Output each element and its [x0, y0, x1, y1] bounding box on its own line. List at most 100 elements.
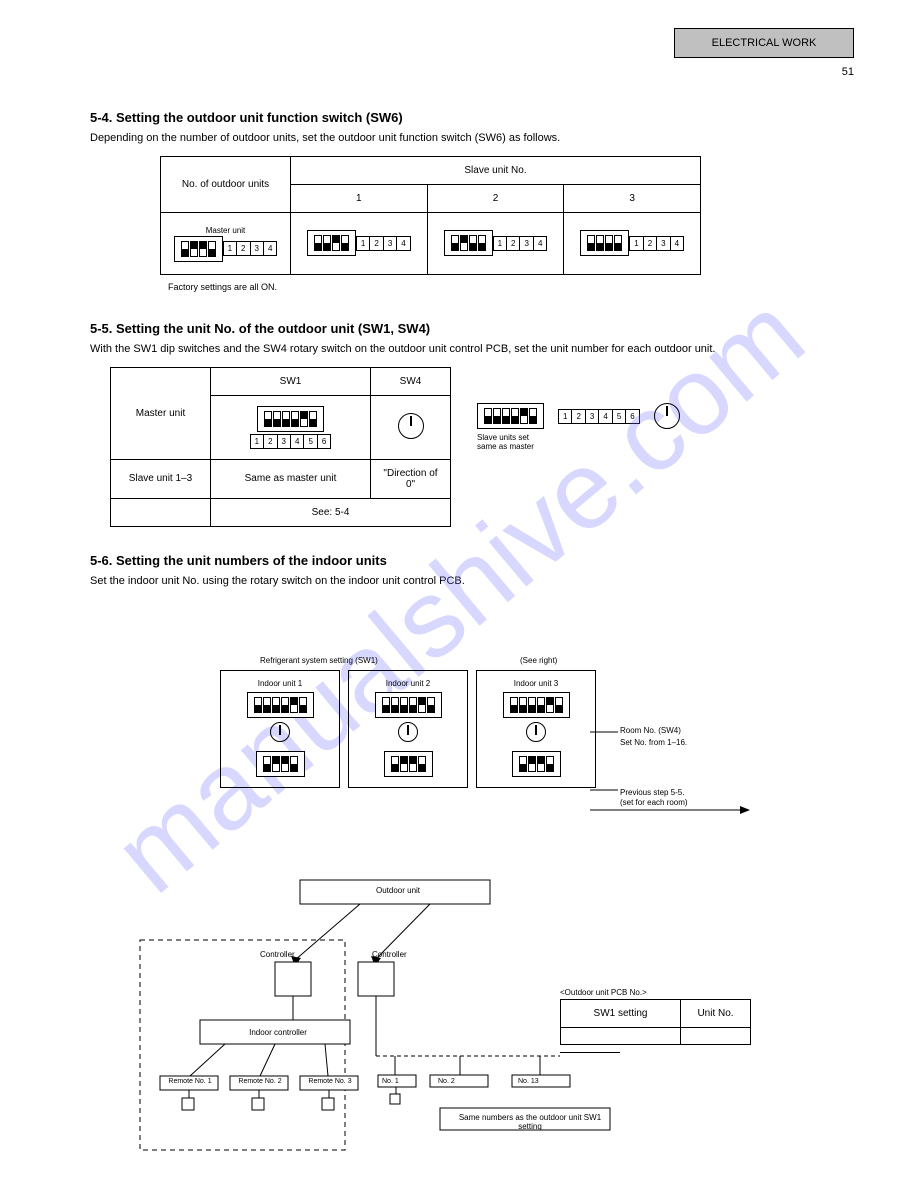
- table-row: No. of outdoor units Slave unit No.: [161, 156, 701, 184]
- cell-unitno: Unit No.: [681, 1000, 751, 1028]
- cell-dip-slave1: 1234: [291, 212, 428, 274]
- sec-5-5-body: With the SW1 dip switches and the SW4 ro…: [90, 342, 848, 357]
- rn13: No. 13: [518, 1078, 539, 1085]
- note-factory: Factory settings are all ON.: [168, 281, 848, 293]
- table-sw1-sw4: Master unit SW1 SW4 1 2 3 4 5 6 Slave un…: [110, 367, 451, 527]
- same-as-box: Same numbers as the outdoor unit SW1 set…: [448, 1113, 612, 1131]
- legend-5: 5: [304, 435, 317, 448]
- pcb-table-wrap: <Outdoor unit PCB No.> SW1 setting Unit …: [560, 988, 751, 1056]
- dip-caption: Master unit: [206, 226, 246, 235]
- cell-same-master: Same as master unit: [211, 459, 371, 498]
- indoor2-dip6: [375, 692, 442, 718]
- remote-3: Remote No. 3: [302, 1078, 358, 1085]
- indoor-card-2: Indoor unit 2: [348, 670, 468, 788]
- cell-slave-no-header: Slave unit No.: [291, 156, 701, 184]
- table-row: SW1 setting Unit No.: [561, 1000, 751, 1028]
- pcb-table: SW1 setting Unit No.: [560, 999, 751, 1045]
- refset-cap: (See right): [520, 656, 557, 665]
- rotary-knob-icon: [654, 403, 680, 429]
- legend-2: 2: [264, 435, 277, 448]
- cell-blank: [111, 498, 211, 526]
- section-header-text: ELECTRICAL WORK: [712, 37, 817, 49]
- table-row: [561, 1028, 751, 1045]
- cell-sw4-h: SW4: [371, 367, 451, 395]
- dip6-legend: 1 2 3 4 5 6: [250, 434, 332, 449]
- table-sw6: No. of outdoor units Slave unit No. 1 2 …: [160, 156, 701, 275]
- sec-5-5-title: 5-5. Setting the unit No. of the outdoor…: [90, 321, 848, 336]
- legend-6: 6: [318, 435, 330, 448]
- divider: [560, 1052, 620, 1053]
- table-row: Master unit 1234 1234 1234 1234: [161, 212, 701, 274]
- side-caption-2: same as master: [477, 442, 680, 451]
- cell-slave-2: 2: [427, 184, 564, 212]
- dip-legend: 1234: [629, 236, 684, 251]
- sec-5-4-title: 5-4. Setting the outdoor unit function s…: [90, 110, 848, 125]
- sec-5-6-body: Set the indoor unit No. using the rotary…: [90, 574, 848, 589]
- indoor-triptych: Refrigerant system setting (SW1) (See ri…: [220, 670, 760, 788]
- callout-lines-icon: [590, 720, 770, 820]
- rotary-knob-icon: [398, 413, 424, 439]
- indoor-card-3: Indoor unit 3: [476, 670, 596, 788]
- dip-legend: 123456: [558, 409, 640, 424]
- sec-5-6-title: 5-6. Setting the unit numbers of the ind…: [90, 553, 848, 568]
- indoor-3-title: Indoor unit 3: [483, 679, 589, 688]
- cell-master-unit: Master unit: [111, 367, 211, 459]
- legend-1: 1: [251, 435, 264, 448]
- rn2: No. 2: [438, 1078, 455, 1085]
- dip6-master: [257, 406, 324, 432]
- rotary-knob-icon: [398, 722, 418, 742]
- legend-4: 4: [291, 435, 304, 448]
- indoor3-dip6: [503, 692, 570, 718]
- dip-switch-slave2: [444, 230, 493, 256]
- side-example: 123456 Slave units set same as master: [477, 367, 680, 451]
- remote-1: Remote No. 1: [162, 1078, 218, 1085]
- dip-switch-slave1: [307, 230, 356, 256]
- cell-blank: [561, 1028, 681, 1045]
- side-caption-1: Slave units set: [477, 433, 680, 442]
- refset-label: Refrigerant system setting (SW1): [260, 656, 378, 665]
- page-number: 51: [842, 66, 854, 78]
- table-row: Slave unit 1–3 Same as master unit "Dire…: [111, 459, 451, 498]
- table-row: Master unit SW1 SW4: [111, 367, 451, 395]
- dip-legend: 1234: [356, 236, 411, 251]
- cell-slave-3: 3: [564, 184, 701, 212]
- section-header-box: ELECTRICAL WORK: [674, 28, 854, 58]
- indoor-2-title: Indoor unit 2: [355, 679, 461, 688]
- cell-sw1-h: SW1: [211, 367, 371, 395]
- dip-legend: 1234: [223, 241, 278, 256]
- cell-blank: [681, 1028, 751, 1045]
- cell-slave-1: 1: [291, 184, 428, 212]
- cell-sw1set: SW1 setting: [561, 1000, 681, 1028]
- outdoor-unit-label: Outdoor unit: [308, 886, 488, 895]
- rotary-knob-icon: [526, 722, 546, 742]
- cell-dip-slave3: 1234: [564, 212, 701, 274]
- indoor2-dip4: [384, 751, 433, 777]
- cell-sw1-dip: 1 2 3 4 5 6: [211, 395, 371, 459]
- indoor1-dip4: [256, 751, 305, 777]
- dip-legend: 1234: [493, 236, 548, 251]
- indoor3-dip4: [512, 751, 561, 777]
- dip6-side: [477, 403, 544, 429]
- indoor-card-1: Indoor unit 1: [220, 670, 340, 788]
- remote-2: Remote No. 2: [232, 1078, 288, 1085]
- cell-slave13: Slave unit 1–3: [111, 459, 211, 498]
- indoor-1-title: Indoor unit 1: [227, 679, 333, 688]
- pcb-caption: <Outdoor unit PCB No.>: [560, 988, 751, 997]
- cell-dir0: "Direction of 0": [371, 459, 451, 498]
- table-row: See: 5-4: [111, 498, 451, 526]
- rn1: No. 1: [382, 1078, 399, 1085]
- dip-switch-master: [174, 236, 223, 262]
- cell-master: Master unit 1234: [161, 212, 291, 274]
- cell-num-units: No. of outdoor units: [161, 156, 291, 212]
- controller-r: Controller: [372, 950, 407, 959]
- indoor-ctrl-label: Indoor controller: [208, 1028, 348, 1037]
- indoor1-dip6: [247, 692, 314, 718]
- rotary-knob-icon: [270, 722, 290, 742]
- legend-3: 3: [278, 435, 291, 448]
- controller-l: Controller: [260, 950, 295, 959]
- cell-dip-slave2: 1234: [427, 212, 564, 274]
- sec-5-4-body: Depending on the number of outdoor units…: [90, 131, 848, 146]
- cell-sw4-knob: [371, 395, 451, 459]
- cell-see54: See: 5-4: [211, 498, 451, 526]
- dip-switch-slave3: [580, 230, 629, 256]
